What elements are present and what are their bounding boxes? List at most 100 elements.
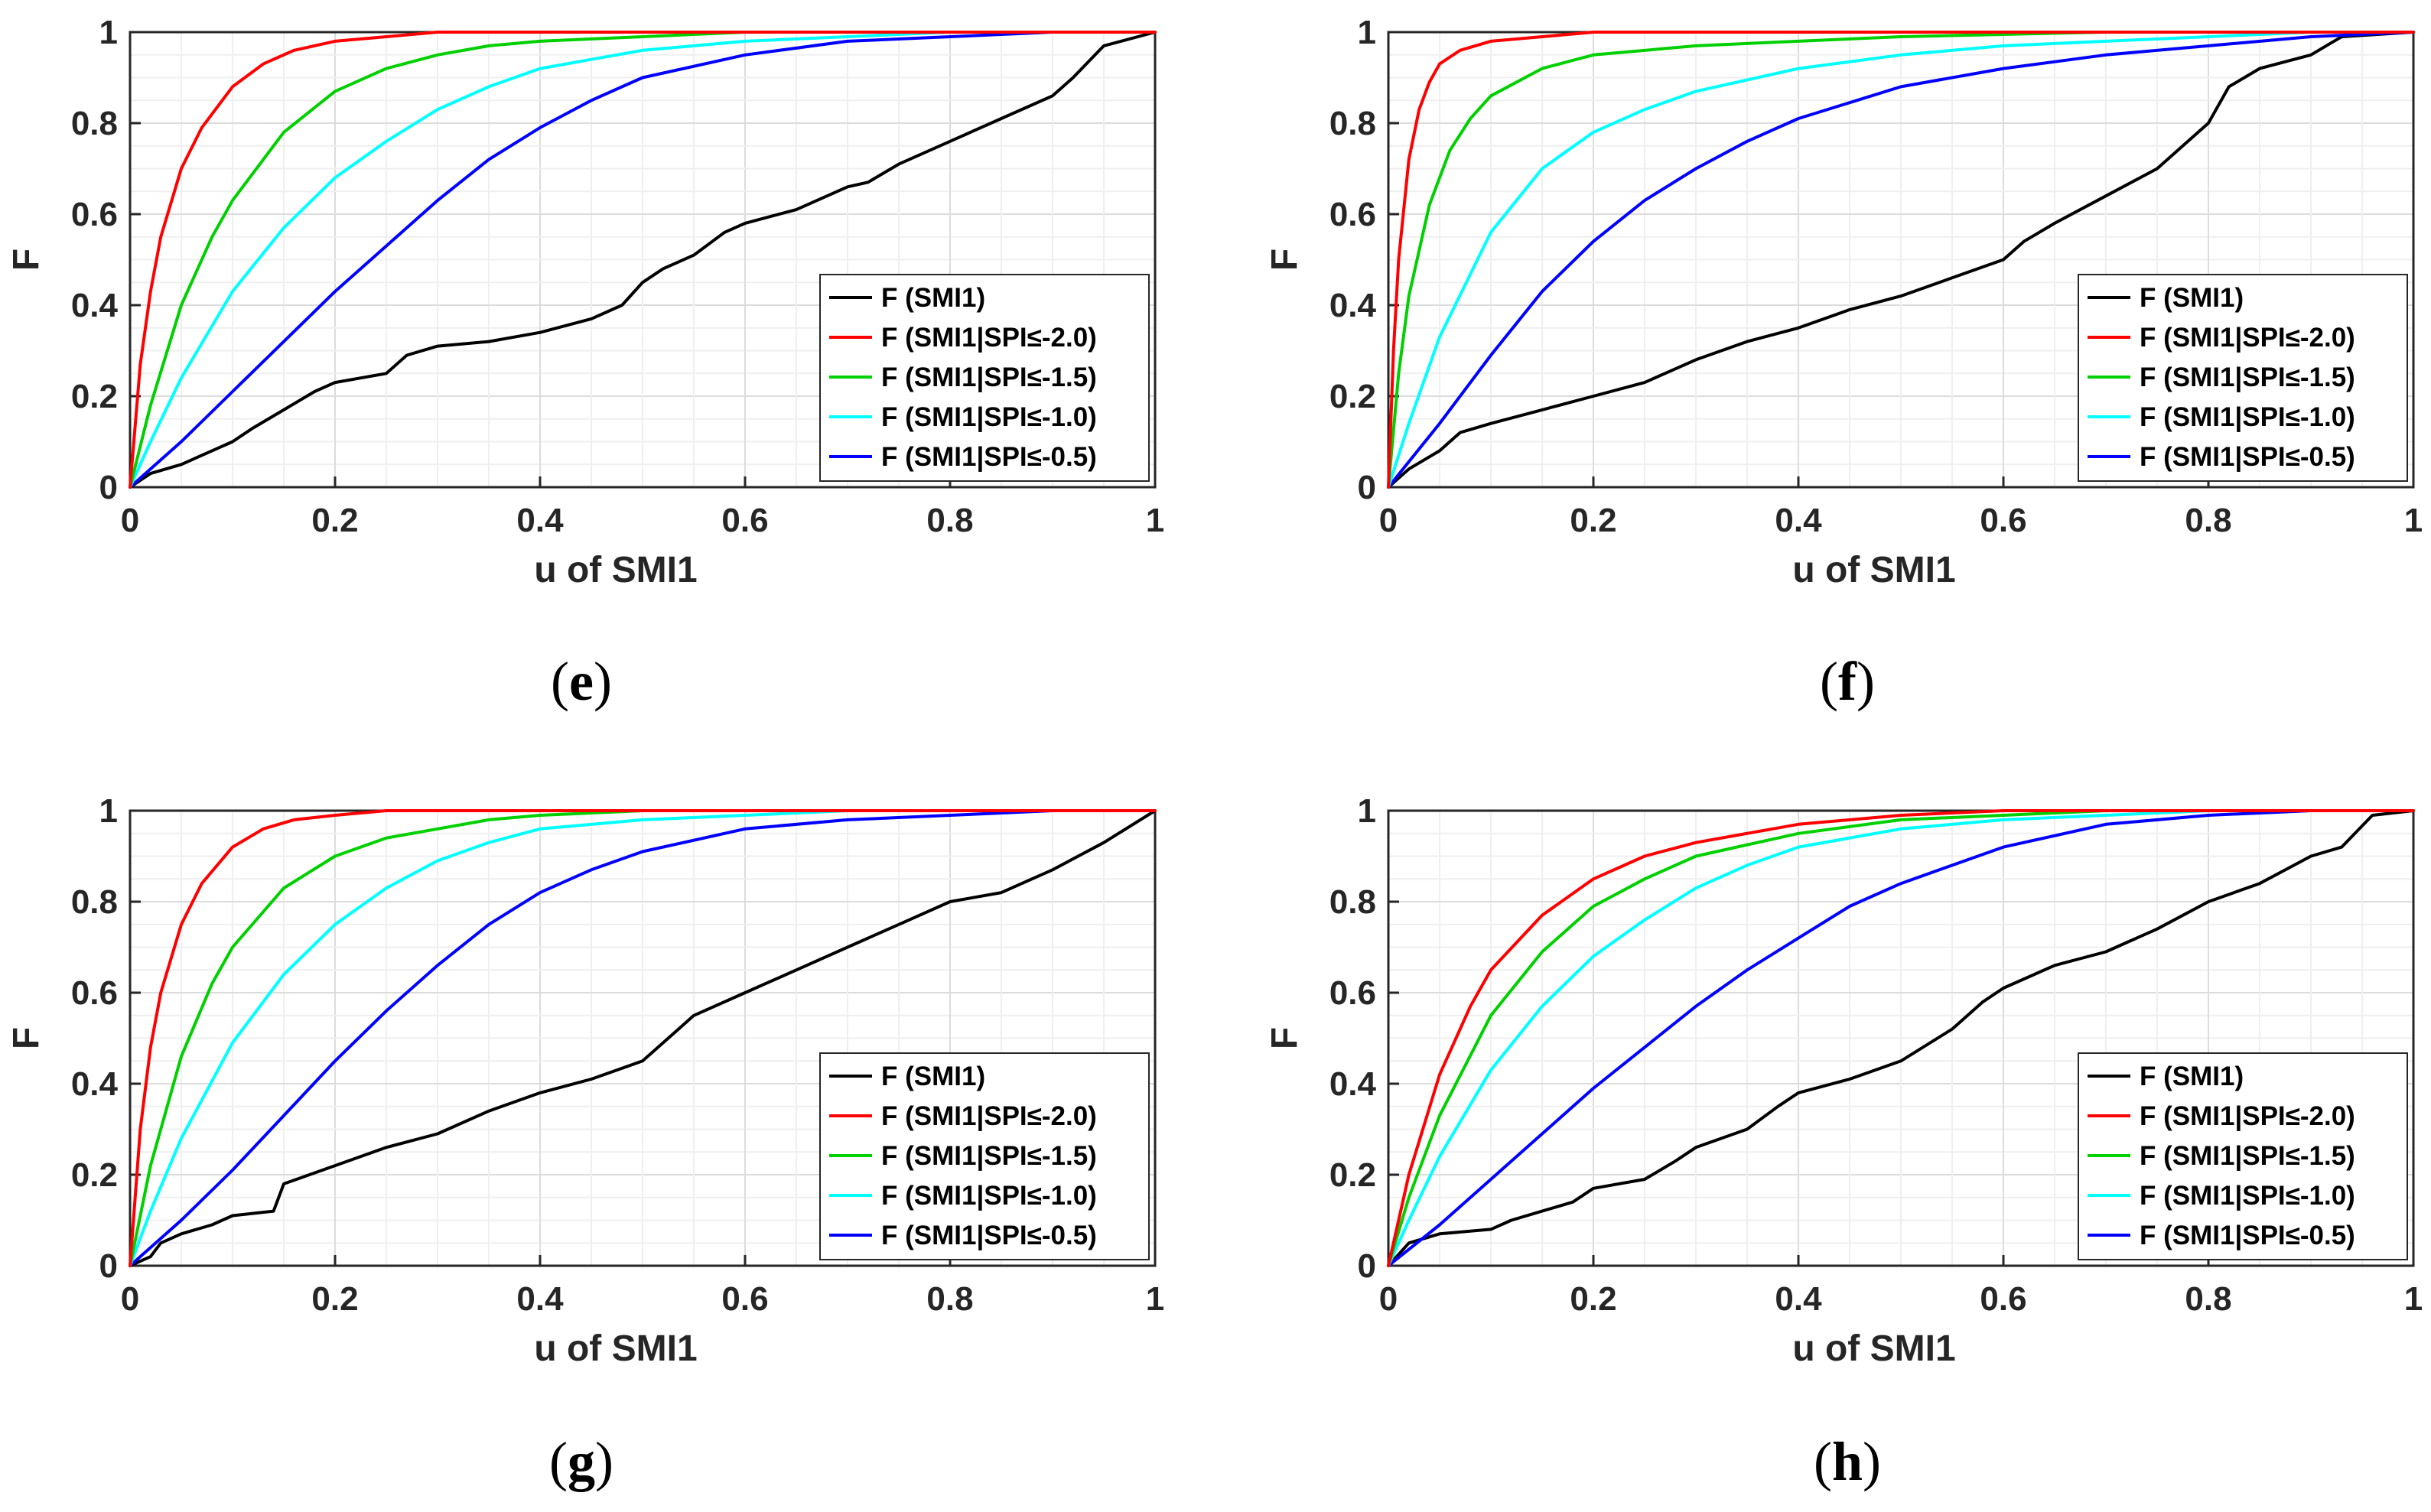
panel-caption: (f): [1820, 651, 1875, 712]
x-tick-label: 0: [121, 1280, 139, 1318]
x-tick-label: 0: [1379, 1280, 1398, 1318]
y-tick-label: 0.6: [1329, 974, 1376, 1012]
y-tick-label: 0.8: [71, 105, 118, 142]
series-line-0: [1387, 31, 2415, 489]
legend-box: [2078, 274, 2408, 482]
legend-entry-0: F (SMI1): [2140, 283, 2244, 313]
x-tick-label: 0.6: [1980, 1280, 2026, 1318]
legend-entry-4: F (SMI1|SPI≤-0.5): [881, 1221, 1097, 1250]
y-tick-label: 0.2: [71, 1156, 118, 1194]
x-tick-label: 0.2: [311, 1280, 358, 1318]
y-tick-label: 0.8: [71, 883, 118, 921]
x-tick-label: 1: [2404, 1280, 2423, 1318]
grid: [1388, 810, 2414, 1267]
y-tick-label: 0.6: [1329, 196, 1376, 233]
series-line-1: [129, 31, 1157, 489]
legend-entry-3: F (SMI1|SPI≤-1.0): [2140, 1181, 2355, 1211]
x-tick-label: 0.6: [721, 1280, 768, 1318]
legend-entry-4: F (SMI1|SPI≤-0.5): [881, 442, 1097, 472]
x-tick-label: 0.8: [926, 1280, 973, 1318]
x-tick-label: 0.4: [1775, 1280, 1822, 1318]
legend: F (SMI1) F (SMI1|SPI≤-2.0) F (SMI1|SPI≤-1.…: [819, 1052, 1150, 1260]
y-tick-label: 0: [1358, 469, 1376, 506]
y-tick-label: 0.4: [71, 287, 119, 324]
y-axis-label: F: [6, 1027, 47, 1049]
series-line-2: [1387, 31, 2415, 489]
x-axis-label: u of SMI1: [1792, 550, 1955, 590]
series-line-4: [1387, 31, 2415, 489]
axes-box: [1387, 809, 2415, 1267]
y-tick-label: 0: [99, 1247, 118, 1285]
series-line-1: [129, 809, 1157, 1267]
y-tick-label: 0.2: [1329, 1156, 1376, 1194]
y-axis-label: F: [1264, 1027, 1305, 1049]
x-axis-label: u of SMI1: [1792, 1328, 1955, 1369]
legend-box: [2078, 1052, 2408, 1260]
panel-caption: (g): [549, 1431, 613, 1492]
legend-entry-0: F (SMI1): [881, 283, 985, 313]
x-tick-label: 0.6: [721, 502, 768, 539]
x-axis-label: u of SMI1: [534, 1328, 697, 1369]
legend: F (SMI1) F (SMI1|SPI≤-2.0) F (SMI1|SPI≤-1.…: [819, 274, 1150, 482]
legend-entry-1: F (SMI1|SPI≤-2.0): [2140, 323, 2355, 353]
y-tick-label: 0.4: [1329, 1065, 1377, 1103]
x-tick-label: 0.4: [1775, 502, 1822, 539]
series-line-0: [129, 31, 1157, 489]
series-line-1: [1387, 31, 2415, 489]
y-tick-label: 1: [1358, 14, 1376, 51]
series-line-4: [129, 809, 1157, 1267]
x-tick-label: 0: [1379, 502, 1398, 539]
y-tick-label: 1: [99, 14, 118, 51]
y-tick-label: 0.4: [71, 1065, 119, 1103]
legend-entry-1: F (SMI1|SPI≤-2.0): [881, 323, 1097, 353]
legend-entry-1: F (SMI1|SPI≤-2.0): [2140, 1101, 2355, 1131]
legend-entry-3: F (SMI1|SPI≤-1.0): [881, 402, 1097, 432]
x-tick-label: 0: [121, 502, 139, 539]
y-tick-label: 1: [1358, 792, 1376, 830]
y-tick-label: 0: [99, 469, 118, 506]
x-tick-label: 0.8: [2185, 502, 2231, 539]
y-axis-label: F: [1264, 249, 1305, 271]
x-tick-label: 0.6: [1980, 502, 2026, 539]
series-line-3: [1387, 31, 2415, 489]
x-tick-label: 1: [1146, 1280, 1164, 1318]
chart-panel-f: 0 0.2 0.4 0.6 0.8 1 0 0.2 0.4 0.6 0.8 1 u of SMI1 F F …: [1264, 14, 2423, 712]
y-tick-label: 0.2: [71, 378, 118, 415]
legend-entry-2: F (SMI1|SPI≤-1.5): [881, 363, 1097, 392]
x-tick-label: 1: [2404, 502, 2423, 539]
series-line-0: [129, 809, 1157, 1267]
y-tick-label: 0.2: [1329, 378, 1376, 415]
y-tick-label: 0.8: [1329, 883, 1376, 921]
panel-caption: (e): [551, 651, 612, 712]
legend-entry-0: F (SMI1): [2140, 1062, 2244, 1091]
legend-entry-0: F (SMI1): [881, 1062, 985, 1091]
series-line-1: [1387, 809, 2415, 1267]
legend-box: [819, 274, 1150, 482]
chart-panel-h: 0 0.2 0.4 0.6 0.8 1 0 0.2 0.4 0.6 0.8 1 u of SMI1 F F …: [1264, 792, 2423, 1492]
legend-box: [819, 1052, 1150, 1260]
panel-caption: (h): [1814, 1431, 1881, 1492]
legend-entry-4: F (SMI1|SPI≤-0.5): [2140, 1221, 2355, 1250]
chart-panel-g: 0 0.2 0.4 0.6 0.8 1 0 0.2 0.4 0.6 0.8 1 u of SMI1 F F …: [6, 792, 1164, 1492]
y-tick-label: 0.6: [71, 974, 118, 1012]
legend-entry-2: F (SMI1|SPI≤-1.5): [881, 1141, 1097, 1171]
x-tick-label: 0.2: [311, 502, 358, 539]
x-tick-label: 0.4: [516, 1280, 564, 1318]
legend-entry-4: F (SMI1|SPI≤-0.5): [2140, 442, 2355, 472]
y-tick-label: 1: [99, 792, 118, 830]
series-line-4: [1387, 809, 2415, 1267]
legend-entry-1: F (SMI1|SPI≤-2.0): [881, 1101, 1097, 1131]
series-line-4: [129, 31, 1157, 489]
legend-entry-2: F (SMI1|SPI≤-1.5): [2140, 1141, 2355, 1171]
legend: F (SMI1) F (SMI1|SPI≤-2.0) F (SMI1|SPI≤-1.…: [2078, 274, 2408, 482]
series-line-0: [1387, 809, 2415, 1267]
y-tick-label: 0.8: [1329, 105, 1376, 142]
legend: F (SMI1) F (SMI1|SPI≤-2.0) F (SMI1|SPI≤-1.…: [2078, 1052, 2408, 1260]
y-tick-label: 0.4: [1329, 287, 1377, 324]
x-tick-label: 0.4: [516, 502, 564, 539]
series-line-3: [1387, 809, 2415, 1267]
y-tick-label: 0: [1358, 1247, 1376, 1285]
series-line-3: [129, 809, 1157, 1267]
